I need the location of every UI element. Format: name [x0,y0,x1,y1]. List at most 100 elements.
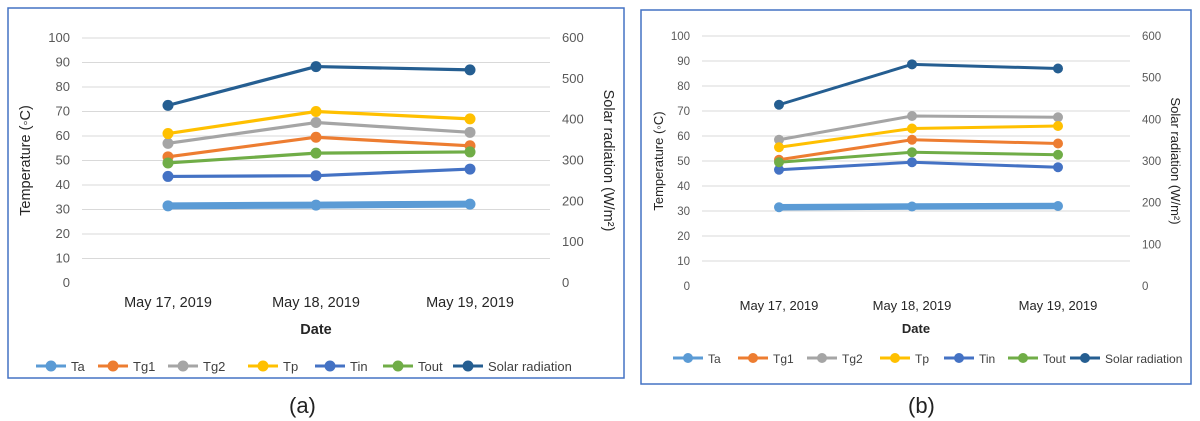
y-tick-label: 70 [56,104,70,119]
y-tick-label: 80 [677,81,690,93]
data-point-solar-radiation [907,59,917,70]
legend-label-tg1: Tg1 [773,352,794,366]
y-tick-label: 20 [677,231,690,243]
legend-label-tg2: Tg2 [203,359,225,374]
x-tick-label: May 18, 2019 [272,295,360,311]
legend-marker-tout [1018,353,1028,363]
legend-marker-tp [890,353,900,363]
y2-tick-label: 600 [562,30,584,45]
data-point-tg2 [162,137,174,149]
data-point-ta [907,201,917,212]
series-line-ta [775,202,1062,211]
panel-label-b: (b) [908,393,935,418]
y-tick-label: 100 [671,31,690,43]
x-tick-label: May 17, 2019 [124,295,212,311]
data-point-ta [310,199,322,211]
legend-label-solar-radiation: Solar radiation [1105,352,1182,366]
y-tick-label: 40 [677,181,690,193]
legend-label-solar-radiation: Solar radiation [488,359,572,374]
data-point-tp [774,142,784,153]
data-point-tin [907,157,917,168]
y-tick-label: 50 [56,153,70,168]
x-tick-label: May 17, 2019 [740,298,819,313]
legend-marker-tin [324,360,336,372]
legend-label-tp: Tp [283,359,298,374]
y2-tick-label: 100 [562,234,584,249]
data-point-tp [310,106,322,117]
data-point-tout [464,146,476,158]
data-point-tout [1053,149,1063,160]
y-tick-label: 0 [684,281,690,293]
data-point-solar-radiation [162,99,174,111]
data-point-solar-radiation [774,99,784,110]
legend-marker-solar-radiation [1080,353,1090,363]
legend-label-ta: Ta [71,359,86,374]
y2-tick-label: 0 [562,275,569,290]
data-point-tg1 [1053,138,1063,149]
data-point-tin [310,170,322,182]
chart-panel-b: 0 10 20 30 40 50 60 70 80 90 100 0 100 200 300 400 500 60… [640,9,1192,385]
data-point-ta [1053,201,1063,211]
data-point-tp [1053,121,1063,131]
y2-tick-label: 100 [1142,239,1161,251]
y-tick-label: 100 [48,30,70,45]
x-axis-title: Date [902,321,930,336]
data-point-tin [774,164,784,175]
data-point-tg2 [310,117,322,129]
y-tick-label: 70 [677,106,690,118]
legend-label-tin: Tin [979,352,995,366]
data-point-tin [1053,162,1063,173]
data-point-tout [310,147,322,159]
data-point-tg2 [907,111,917,121]
legend-label-tp: Tp [915,352,929,366]
y-tick-label: 80 [56,79,70,94]
y2-tick-label: 500 [562,71,584,86]
y-tick-label: 10 [677,256,690,268]
y-tick-label: 0 [63,275,70,290]
legend-label-tout: Tout [418,359,443,374]
legend-marker-ta [683,353,693,363]
y-tick-label: 30 [56,202,70,217]
legend-marker-tin [954,353,964,363]
data-point-ta [774,202,784,213]
y-tick-label: 30 [677,206,690,218]
data-point-tout [774,157,784,168]
y-tick-label: 60 [56,128,70,143]
y2-tick-label: 500 [1142,73,1161,85]
data-point-tin [162,170,174,182]
data-point-solar-radiation [310,61,322,73]
legend-label-tin: Tin [350,359,368,374]
data-point-tout [907,147,917,158]
data-point-tp [907,123,917,134]
chart-frame [640,9,1192,385]
y2-tick-label: 400 [562,112,584,127]
legend-marker-tp [257,360,269,372]
legend-marker-tg1 [107,360,119,372]
y2-tick-label: 600 [1142,31,1161,43]
x-tick-label: May 18, 2019 [873,298,952,313]
y2-tick-label: 300 [562,153,584,168]
y-tick-label: 90 [677,56,690,68]
legend-marker-ta [45,360,57,372]
legend-label-ta: Ta [708,352,721,366]
y-tick-label: 60 [677,131,690,143]
panel-label-a: (a) [289,393,316,418]
data-point-tin [464,163,476,175]
data-point-solar-radiation [1053,63,1063,74]
y-tick-label: 10 [56,251,70,266]
legend-marker-tout [392,360,404,372]
y2-axis-title: Solar radiation (W/m²) [1168,97,1183,224]
y-axis-title: Temperature (◦C) [18,105,34,216]
y-tick-label: 50 [677,156,690,168]
data-point-ta [162,200,174,212]
legend-label-tg2: Tg2 [842,352,863,366]
data-point-tg2 [464,126,476,138]
chart-panel-a: 0 10 20 30 40 50 60 70 80 90 100 0 100 200 300 400 500 60… [7,7,625,379]
x-tick-label: May 19, 2019 [426,295,514,311]
x-axis-title: Date [300,322,331,338]
y-tick-label: 20 [56,226,70,241]
data-point-solar-radiation [464,64,476,76]
legend-label-tg1: Tg1 [133,359,155,374]
y-tick-label: 90 [56,55,70,70]
